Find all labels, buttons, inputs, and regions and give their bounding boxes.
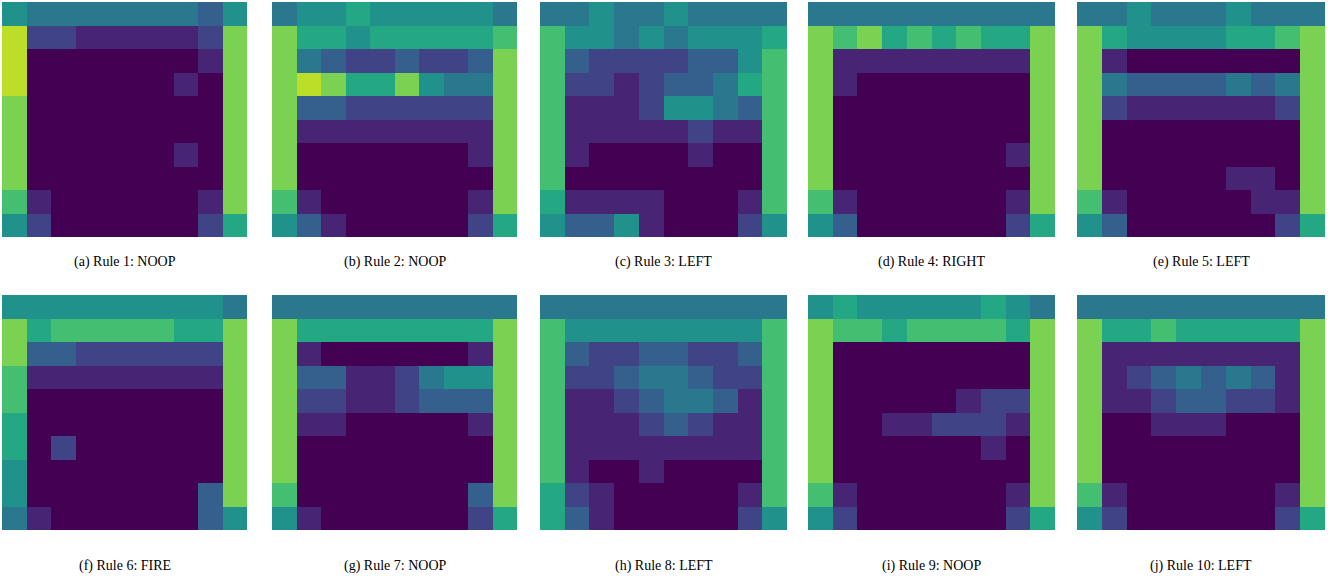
svg-text:(e) Rule 5: LEFT: (e) Rule 5: LEFT (1153, 254, 1250, 270)
svg-text:(b) Rule 2: NOOP: (b) Rule 2: NOOP (344, 254, 446, 270)
svg-text:(f) Rule 6: FIRE: (f) Rule 6: FIRE (79, 558, 171, 574)
svg-text:(a) Rule 1: NOOP: (a) Rule 1: NOOP (74, 254, 176, 270)
svg-text:(g) Rule 7: NOOP: (g) Rule 7: NOOP (344, 558, 446, 574)
svg-text:(h) Rule 8: LEFT: (h) Rule 8: LEFT (615, 558, 713, 574)
svg-text:(j) Rule 10: LEFT: (j) Rule 10: LEFT (1150, 558, 1252, 574)
svg-text:(i) Rule 9: NOOP: (i) Rule 9: NOOP (882, 558, 981, 574)
svg-text:(c) Rule 3: LEFT: (c) Rule 3: LEFT (615, 254, 712, 270)
svg-text:(d) Rule 4: RIGHT: (d) Rule 4: RIGHT (878, 254, 985, 270)
